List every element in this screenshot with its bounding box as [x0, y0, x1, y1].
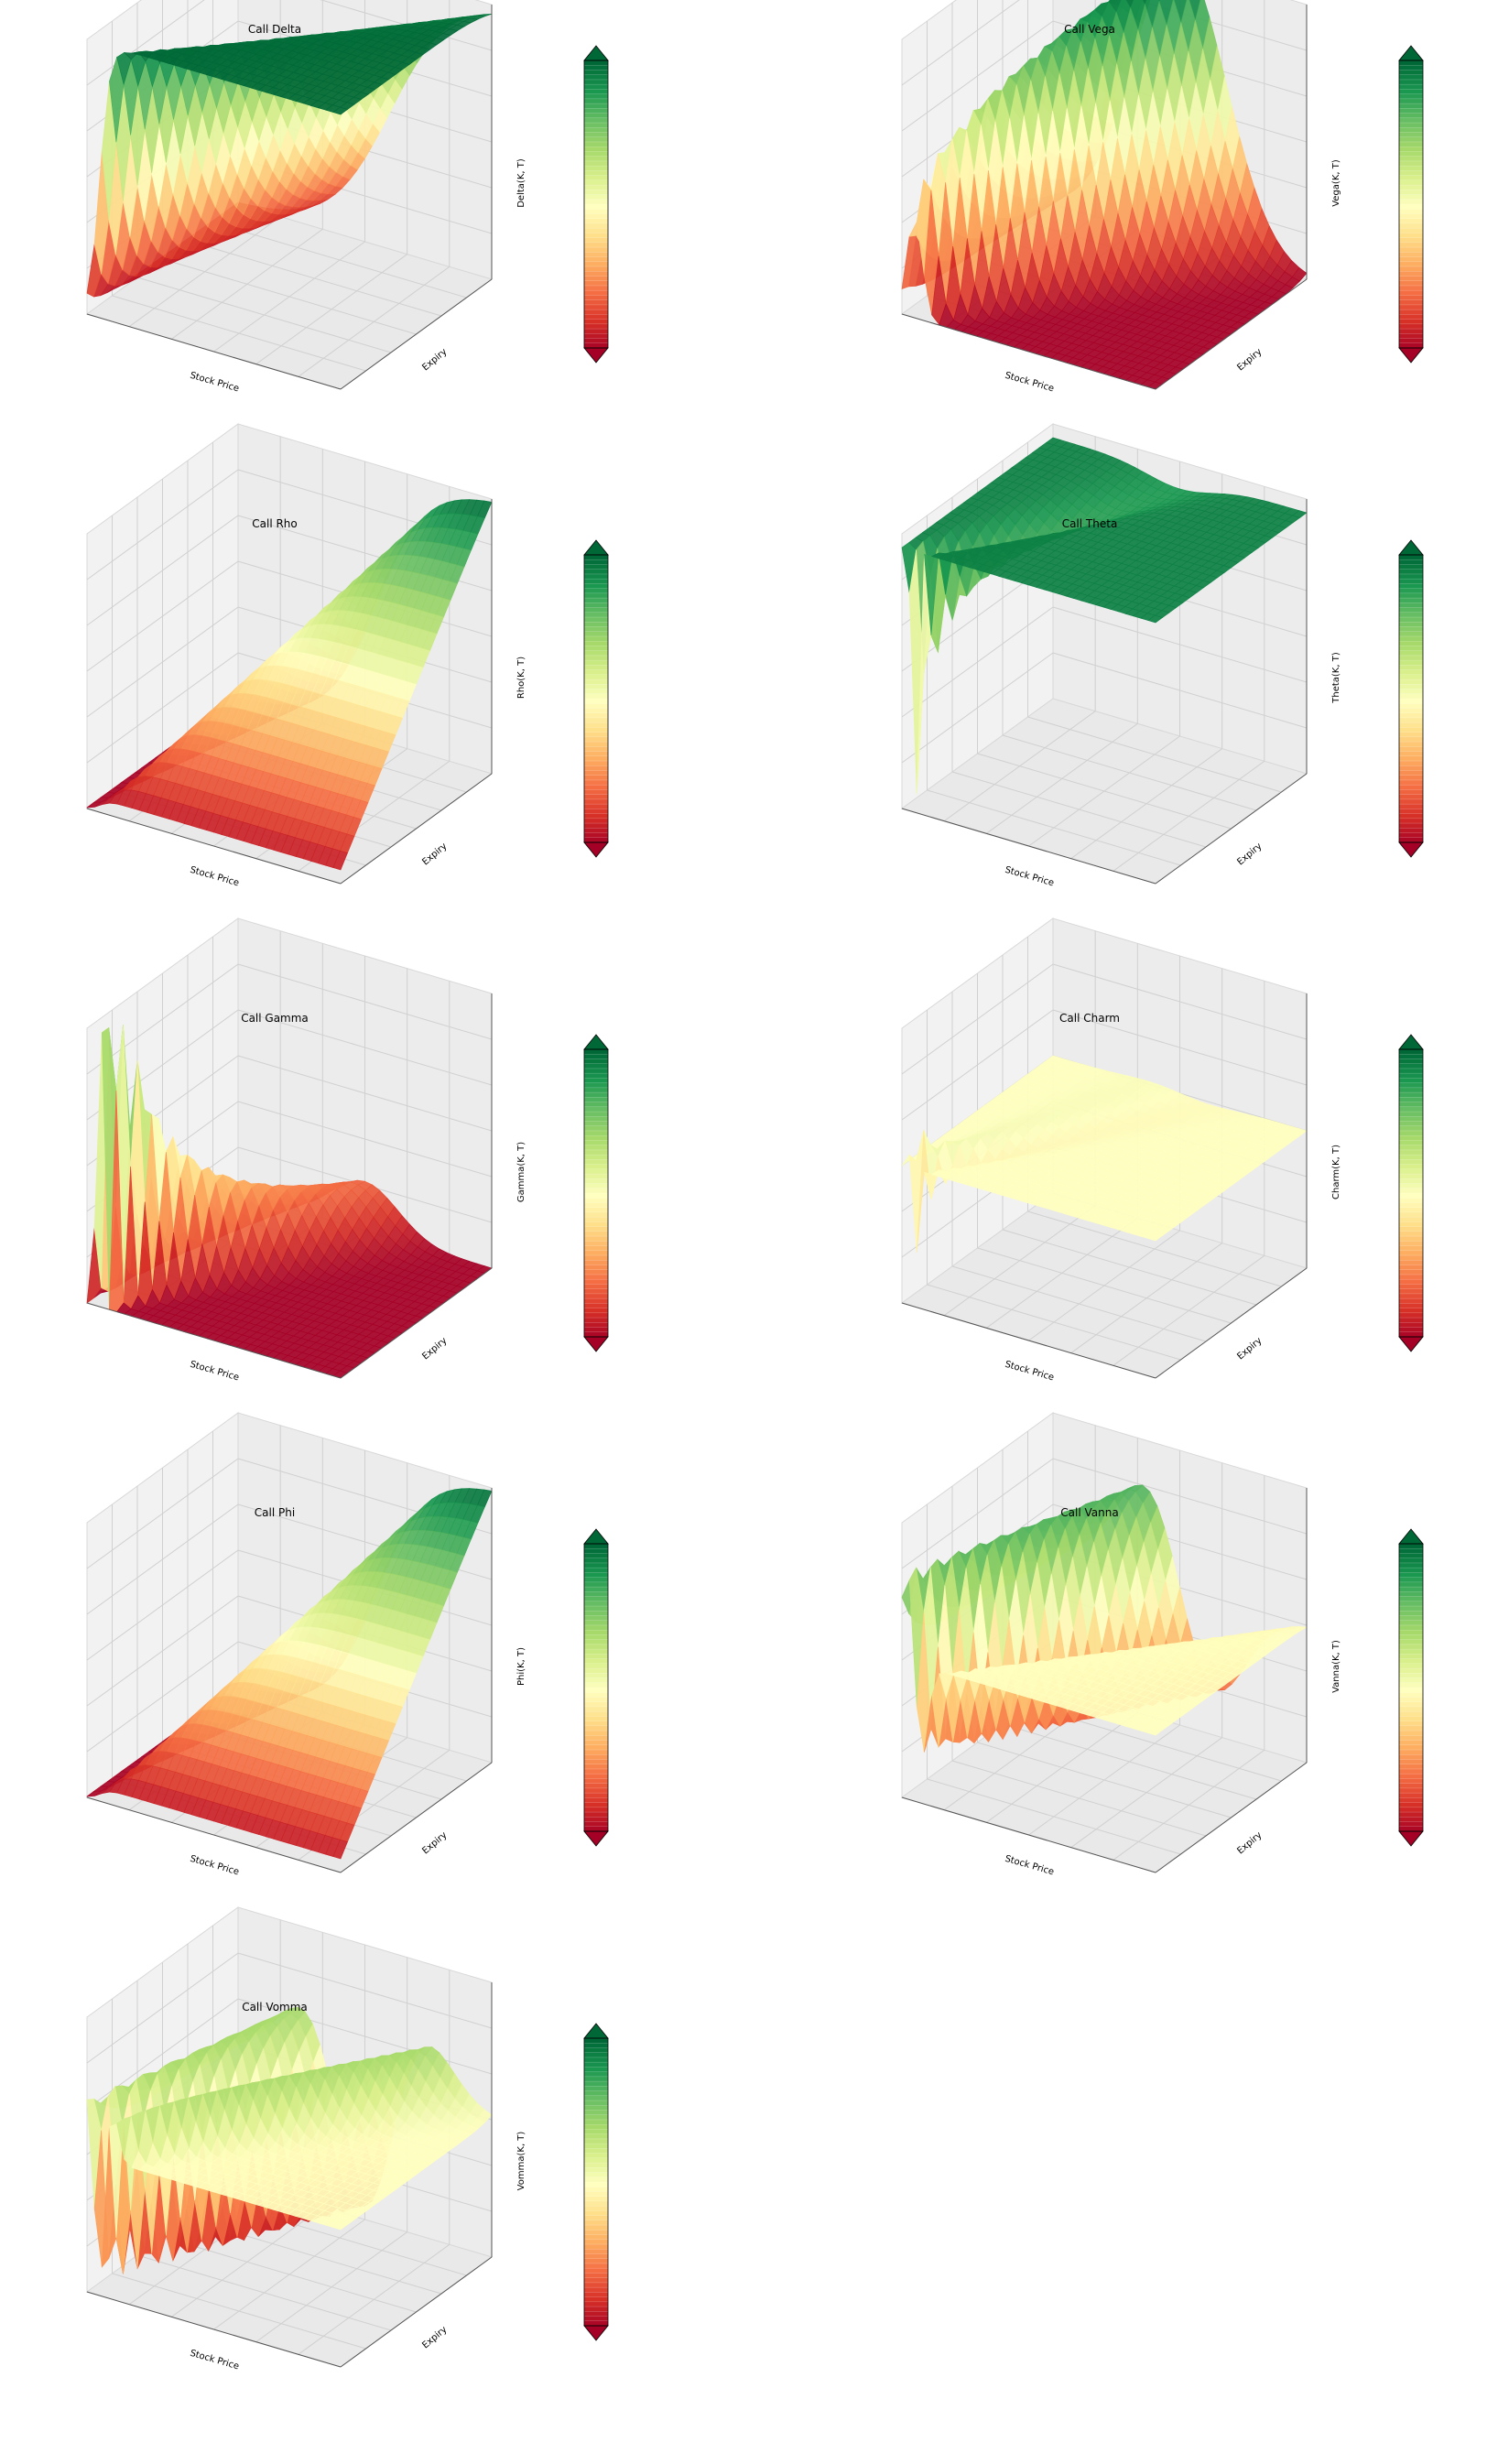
y-axis-label: Expiry	[1235, 1336, 1264, 1362]
x-axis-label: Stock Price	[1004, 371, 1055, 395]
colorbar-min-extend	[583, 2325, 609, 2341]
x-axis-label: Stock Price	[1004, 1360, 1055, 1384]
colorbar-min-extend	[1398, 841, 1424, 858]
colorbar	[583, 1034, 609, 1352]
colorbar-min-extend	[1398, 1830, 1424, 1847]
colorbar-label: Vega(K, T)	[1331, 159, 1341, 207]
chart-panel-charm: Call Charm Stock Price Expiry Charm(K, T)	[900, 917, 1424, 1384]
colorbar-max-extend	[583, 2023, 609, 2039]
y-axis-label: Expiry	[1235, 841, 1264, 868]
colorbar-label: Rho(K, T)	[516, 657, 526, 699]
chart-title: Call Phi	[255, 1506, 295, 1519]
x-axis-label: Stock Price	[189, 371, 240, 395]
colorbar	[583, 1528, 609, 1847]
y-axis-label: Expiry	[420, 2325, 449, 2351]
y-axis-label: Expiry	[420, 1830, 449, 1857]
x-axis-label: Stock Price	[1004, 1854, 1055, 1878]
surface-phi	[86, 1488, 493, 1860]
axes	[86, 1488, 493, 1873]
y-axis-label: Expiry	[420, 841, 449, 868]
chart-panel-vomma: Call Vomma Stock Price Expiry Vomma(K, T)	[85, 1906, 609, 2372]
chart-panel-vanna: Call Vanna Stock Price Expiry Vanna(K, T)	[900, 1412, 1424, 1878]
colorbar	[583, 539, 609, 858]
colorbar-label: Phi(K, T)	[516, 1647, 526, 1686]
surface-vomma	[86, 2006, 493, 2274]
chart-title: Call Delta	[248, 23, 301, 36]
chart-title: Call Gamma	[241, 1012, 309, 1025]
colorbar-max-extend	[1398, 1034, 1424, 1050]
colorbar	[1398, 1034, 1424, 1352]
chart-title: Call Charm	[1059, 1012, 1120, 1025]
chart-title: Call Rho	[252, 517, 298, 530]
colorbar-min-extend	[583, 1830, 609, 1847]
chart-panel-theta: Call Theta Stock Price Expiry Theta(K, T)	[900, 423, 1424, 889]
colorbar-min-extend	[1398, 1336, 1424, 1352]
colorbar	[583, 45, 609, 364]
surface-vanna	[901, 1484, 1308, 1753]
surface-rho	[86, 499, 493, 871]
colorbar	[1398, 45, 1424, 364]
chart-panel-rho: Call Rho Stock Price Expiry Rho(K, T)	[85, 423, 609, 889]
chart-panel-vega: Call Vega Stock Price Expiry Vega(K, T)	[900, 0, 1424, 395]
y-axis-label: Expiry	[1235, 347, 1264, 374]
x-axis-label: Stock Price	[1004, 865, 1055, 889]
colorbar-label: Theta(K, T)	[1331, 652, 1341, 704]
colorbar-max-extend	[1398, 45, 1424, 61]
axes	[901, 993, 1308, 1379]
colorbar	[1398, 539, 1424, 858]
colorbar-max-extend	[583, 1034, 609, 1050]
colorbar-max-extend	[583, 45, 609, 61]
y-axis-label: Expiry	[420, 1336, 449, 1362]
surface-gamma	[86, 1025, 493, 1379]
surface-vega	[901, 0, 1308, 390]
chart-title: Call Vega	[1064, 23, 1115, 36]
surface-theta	[901, 437, 1308, 795]
x-axis-label: Stock Price	[189, 1854, 240, 1878]
colorbar-min-extend	[583, 841, 609, 858]
y-axis-label: Expiry	[420, 347, 449, 374]
axes	[901, 499, 1308, 885]
colorbar-label: Charm(K, T)	[1331, 1145, 1341, 1199]
colorbar	[583, 2023, 609, 2341]
x-axis-label: Stock Price	[189, 1360, 240, 1384]
x-axis-label: Stock Price	[189, 865, 240, 889]
axes	[901, 5, 1308, 390]
colorbar-label: Delta(K, T)	[516, 158, 526, 208]
axes	[86, 5, 493, 390]
colorbar-max-extend	[583, 1528, 609, 1545]
colorbar-max-extend	[1398, 1528, 1424, 1545]
colorbar-min-extend	[1398, 347, 1424, 364]
axes	[86, 499, 493, 885]
chart-panel-phi: Call Phi Stock Price Expiry Phi(K, T)	[85, 1412, 609, 1878]
chart-title: Call Vomma	[242, 2001, 308, 2014]
colorbar-max-extend	[583, 539, 609, 556]
axes	[86, 993, 493, 1379]
chart-title: Call Theta	[1062, 517, 1118, 530]
colorbar-min-extend	[583, 347, 609, 364]
colorbar	[1398, 1528, 1424, 1847]
colorbar-label: Gamma(K, T)	[516, 1142, 526, 1202]
colorbar-min-extend	[583, 1336, 609, 1352]
chart-panel-delta: Call Delta Stock Price Expiry Delta(K, T)	[85, 0, 609, 395]
x-axis-label: Stock Price	[189, 2349, 240, 2372]
chart-panel-gamma: Call Gamma Stock Price Expiry Gamma(K, T)	[85, 917, 609, 1384]
surface-delta	[86, 14, 493, 298]
colorbar-label: Vanna(K, T)	[1331, 1640, 1341, 1693]
y-axis-label: Expiry	[1235, 1830, 1264, 1857]
chart-title: Call Vanna	[1060, 1506, 1118, 1519]
axes	[86, 1982, 493, 2368]
colorbar-label: Vomma(K, T)	[516, 2132, 526, 2191]
axes	[901, 1488, 1308, 1873]
colorbar-max-extend	[1398, 539, 1424, 556]
surface-charm	[901, 1055, 1308, 1253]
